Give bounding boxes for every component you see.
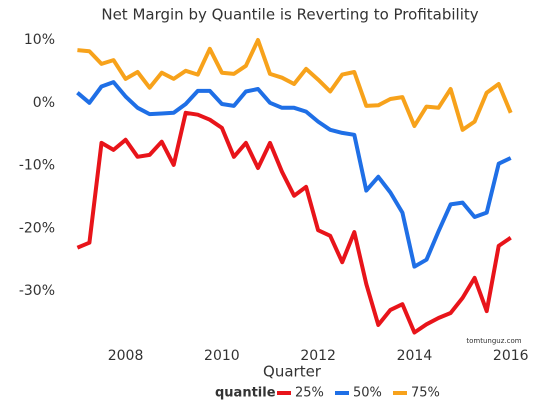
y-tick-label: -30% <box>19 283 55 299</box>
y-tick-label: 10% <box>24 32 55 48</box>
x-axis-label: Quarter <box>263 363 322 381</box>
x-tick-label: 2016 <box>493 348 529 364</box>
chart-title: Net Margin by Quantile is Reverting to P… <box>101 6 478 24</box>
x-tick-label: 2014 <box>397 348 433 364</box>
series-line <box>76 110 512 335</box>
x-tick-label: 2012 <box>300 348 336 364</box>
legend-title: quantile <box>215 386 276 401</box>
x-tick-label: 2008 <box>108 348 144 364</box>
y-tick-label: 0% <box>33 95 55 111</box>
legend-label: 75% <box>411 386 440 401</box>
y-tick-label: -10% <box>19 158 55 174</box>
legend-label: 50% <box>353 386 382 401</box>
watermark: tomtunguz.com <box>466 337 521 345</box>
series-line <box>76 80 512 269</box>
series-line <box>77 38 513 132</box>
legend-label: 25% <box>295 386 324 401</box>
y-tick-label: -20% <box>19 220 55 236</box>
x-tick-label: 2010 <box>204 348 240 364</box>
